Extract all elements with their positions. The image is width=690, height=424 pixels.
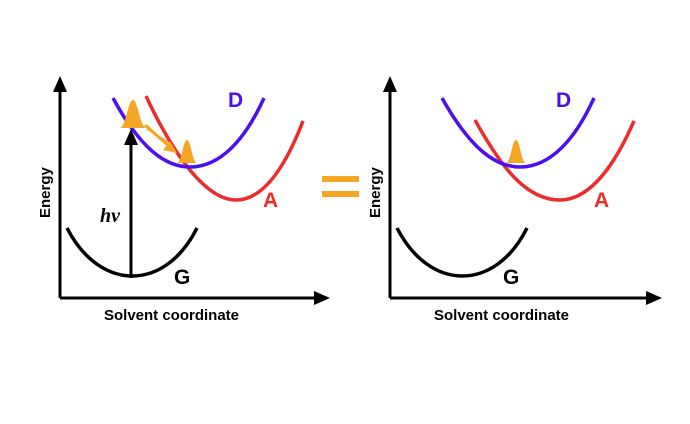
left-donor-label: D — [228, 89, 244, 112]
left-ground-label: G — [174, 266, 191, 289]
right-ground-curve — [395, 227, 529, 278]
right-x-axis-label: Solvent coordinate — [434, 307, 570, 324]
right-acceptor-label: A — [594, 189, 610, 212]
equals-sign — [322, 176, 359, 197]
right-axes — [383, 76, 662, 305]
left-wavepacket-initial — [120, 100, 146, 128]
excitation-label: hv — [100, 205, 120, 227]
left-y-axis-label: Energy — [37, 167, 54, 218]
right-x-axis-arrowhead — [646, 291, 662, 305]
left-wavepacket-relaxed — [177, 140, 197, 163]
right-donor-label: D — [556, 89, 572, 112]
wavepacket-motion-trail — [146, 128, 169, 143]
left-axes — [53, 76, 330, 305]
equals-bar-bottom — [322, 191, 359, 197]
left-y-axis-arrowhead — [53, 76, 67, 92]
right-ground-label: G — [503, 266, 520, 289]
right-panel — [383, 76, 662, 305]
equals-bar-top — [322, 176, 359, 182]
wavepacket-motion-arrowhead — [163, 141, 177, 153]
left-acceptor-label: A — [263, 189, 279, 212]
left-donor-curve — [111, 97, 266, 169]
right-y-axis-arrowhead — [383, 76, 397, 92]
left-panel — [53, 76, 330, 305]
right-donor-curve — [440, 97, 596, 169]
left-acceptor-curve — [144, 95, 305, 202]
left-x-axis-label: Solvent coordinate — [104, 307, 240, 324]
left-x-axis-arrowhead — [314, 291, 330, 305]
excitation-arrowhead — [124, 129, 138, 145]
right-wavepacket — [506, 140, 526, 163]
right-y-axis-label: Energy — [367, 167, 384, 218]
right-acceptor-curve — [473, 119, 636, 202]
